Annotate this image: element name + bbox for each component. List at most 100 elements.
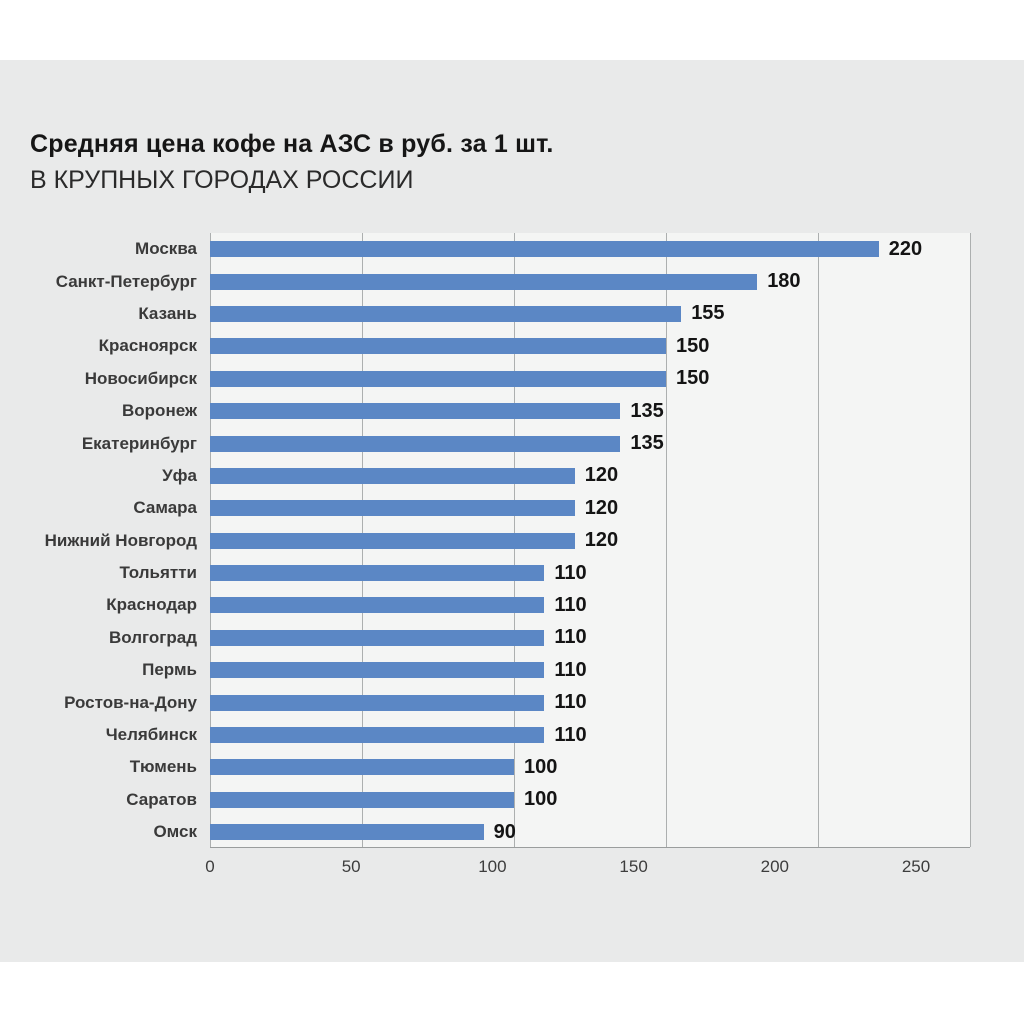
bar-track: 135 — [210, 427, 970, 459]
bar — [210, 662, 545, 679]
bar-track: 110 — [210, 589, 970, 621]
category-label: Казань — [138, 303, 197, 323]
bar-track: 180 — [210, 265, 970, 297]
bar-row: Воронеж 135 — [30, 395, 970, 427]
bar-track: 150 — [210, 363, 970, 395]
bar-track: 100 — [210, 784, 970, 816]
value-label: 180 — [767, 270, 801, 293]
gridline — [818, 233, 819, 848]
bar-track: 110 — [210, 686, 970, 718]
value-label: 110 — [554, 626, 587, 649]
bar — [210, 629, 545, 646]
category-label: Новосибирск — [84, 368, 197, 388]
bar-track: 110 — [210, 654, 970, 686]
bar-row: Самара 120 — [30, 492, 970, 524]
value-label: 220 — [888, 237, 923, 260]
bar-row: Уфа 120 — [30, 460, 970, 492]
bar-row: Москва 220 — [30, 233, 970, 265]
x-tick-label: 250 — [901, 857, 931, 877]
bar — [210, 338, 666, 355]
bar-track: 120 — [210, 525, 970, 557]
gridline — [666, 233, 667, 848]
bar-row: Челябинск 110 — [30, 719, 970, 751]
chart-panel: Средняя цена кофе на АЗС в руб. за 1 шт.… — [0, 60, 1024, 962]
x-tick-label: 0 — [205, 857, 215, 877]
value-label: 100 — [524, 755, 558, 778]
value-label: 110 — [554, 561, 587, 584]
bar-track: 135 — [210, 395, 970, 427]
bar-chart: Москва 220 Санкт-Петербург 180 Казань 155 Крас… — [0, 233, 1024, 884]
bar-track: 110 — [210, 622, 970, 654]
category-label: Нижний Новгород — [44, 530, 197, 550]
value-label: 110 — [554, 723, 587, 746]
bar-track: 100 — [210, 751, 970, 783]
bar-track: 120 — [210, 460, 970, 492]
bar — [210, 273, 758, 290]
chart-header: Средняя цена кофе на АЗС в руб. за 1 шт.… — [0, 60, 1024, 195]
value-label: 110 — [554, 593, 587, 616]
bar — [210, 403, 621, 420]
value-label: 110 — [554, 691, 587, 714]
bar — [210, 597, 545, 614]
category-label: Омск — [153, 822, 197, 842]
value-label: 90 — [493, 820, 516, 843]
category-label: Воронеж — [122, 401, 197, 421]
x-axis: 0 50 100 150 200 250 — [205, 848, 930, 884]
value-label: 110 — [554, 658, 587, 681]
bar-row: Омск 90 — [30, 816, 970, 848]
value-label: 100 — [524, 788, 558, 811]
chart-title: Средняя цена кофе на АЗС в руб. за 1 шт. — [30, 130, 554, 158]
value-label: 120 — [584, 496, 619, 519]
bar — [210, 532, 575, 549]
bar-rows: Москва 220 Санкт-Петербург 180 Казань 155 Крас… — [30, 233, 970, 848]
value-label: 120 — [584, 464, 619, 487]
category-label: Красноярск — [98, 336, 197, 356]
bar-track: 155 — [210, 298, 970, 330]
category-label: Тольятти — [119, 563, 197, 583]
chart-subtitle: В КРУПНЫХ ГОРОДАХ РОССИИ — [30, 166, 414, 194]
bar-row: Ростов-на-Дону 110 — [30, 686, 970, 718]
bar-row: Саратов 100 — [30, 784, 970, 816]
plot-area: Москва 220 Санкт-Петербург 180 Казань 155 Крас… — [30, 233, 971, 849]
x-tick-label: 200 — [760, 857, 789, 877]
value-label: 150 — [676, 334, 710, 357]
value-label: 155 — [691, 302, 725, 325]
value-label: 120 — [584, 529, 619, 552]
bar-row: Новосибирск 150 — [30, 363, 970, 395]
bar — [210, 727, 545, 744]
bar-row: Казань 155 — [30, 298, 970, 330]
bar-track: 90 — [210, 816, 970, 848]
bar-row: Санкт-Петербург 180 — [30, 265, 970, 297]
bar — [210, 694, 545, 711]
bar-row: Тюмень 100 — [30, 751, 970, 783]
bar — [210, 305, 682, 322]
bar — [210, 824, 484, 841]
category-label: Самара — [133, 498, 197, 518]
bar-track: 150 — [210, 330, 970, 362]
bar-row: Тольятти 110 — [30, 557, 970, 589]
value-label: 135 — [630, 399, 664, 422]
category-label: Москва — [135, 239, 197, 259]
bar — [210, 759, 514, 776]
bar-row: Краснодар 110 — [30, 589, 970, 621]
bar — [210, 435, 621, 452]
bar-track: 220 — [210, 233, 970, 265]
x-tick-label: 50 — [341, 857, 361, 877]
category-label: Санкт-Петербург — [55, 271, 197, 291]
category-label: Ростов-на-Дону — [64, 692, 197, 712]
category-label: Волгоград — [109, 627, 197, 647]
bar-row: Екатеринбург 135 — [30, 427, 970, 459]
bar-track: 120 — [210, 492, 970, 524]
bar — [210, 241, 879, 258]
bar-row: Нижний Новгород 120 — [30, 525, 970, 557]
bar-row: Красноярск 150 — [30, 330, 970, 362]
category-label: Пермь — [142, 660, 197, 680]
value-label: 150 — [676, 367, 710, 390]
bar-track: 110 — [210, 557, 970, 589]
bar — [210, 791, 514, 808]
x-tick-label: 150 — [619, 857, 648, 877]
bar-row: Волгоград 110 — [30, 622, 970, 654]
category-label: Краснодар — [106, 595, 197, 615]
bar — [210, 370, 666, 387]
bar — [210, 467, 575, 484]
